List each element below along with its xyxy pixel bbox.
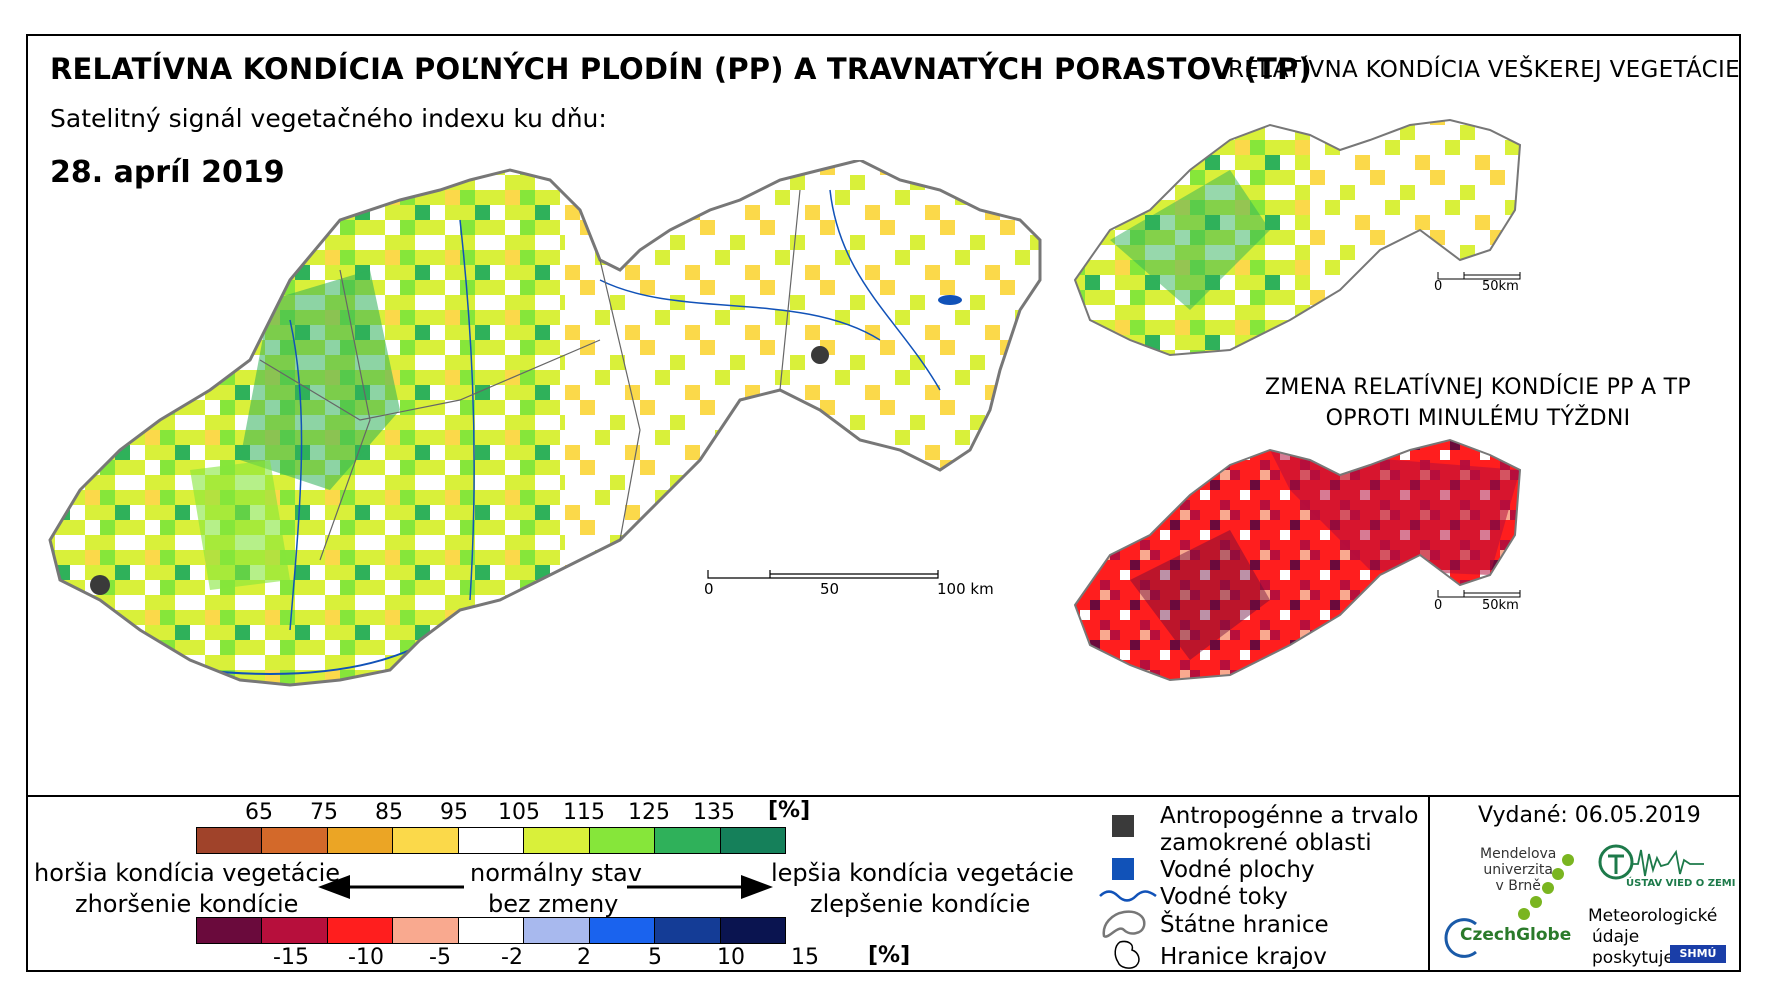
change-title-line2: OPROTI MINULÉMU TÝŽDNI xyxy=(1325,406,1631,431)
change-scale-start: 0 xyxy=(1434,598,1443,613)
caption-worse-condition: horšia kondícia vegetácie xyxy=(34,859,341,887)
condition-tick: 65 xyxy=(245,800,273,825)
legend-state-borders: Štátne hranice xyxy=(1160,912,1329,938)
vegetation-scale-bar xyxy=(1437,272,1521,280)
condition-tick: 95 xyxy=(440,800,468,825)
condition-tick: 85 xyxy=(375,800,403,825)
map-subtitle: Satelitný signál vegetačného indexu ku d… xyxy=(50,104,607,133)
condition-color-swatch xyxy=(393,828,459,853)
left-arrow-icon xyxy=(318,875,464,899)
change-color-scale xyxy=(196,917,786,944)
map-title: RELATÍVNA KONDÍCIA POĽNÝCH PLODÍN (PP) A… xyxy=(50,52,1312,86)
condition-tick: 125 xyxy=(628,800,670,825)
mendel-line2: univerzita xyxy=(1483,862,1553,878)
change-tick: -10 xyxy=(348,945,384,970)
change-map-title: ZMENA RELATÍVNEJ KONDÍCIE PP A TP OPROTI… xyxy=(1228,372,1728,434)
condition-tick: 75 xyxy=(310,800,338,825)
condition-color-swatch xyxy=(655,828,721,853)
region-border-icon xyxy=(1114,940,1140,969)
change-color-swatch xyxy=(458,918,525,943)
change-scale-bar xyxy=(1437,590,1521,598)
shmu-logo-text: SHMÚ xyxy=(1679,947,1717,960)
change-tick: 15 xyxy=(791,945,819,970)
change-tick: -15 xyxy=(273,945,309,970)
condition-color-swatch xyxy=(720,828,785,853)
mendel-logo-text: Mendelova univerzita v Brně xyxy=(1480,846,1556,894)
legend-rivers: Vodné toky xyxy=(1160,884,1288,910)
meteo-text: Meteorologické údaje poskytuje: xyxy=(1588,906,1717,969)
condition-color-swatch xyxy=(589,828,656,853)
map-date: 28. apríl 2019 xyxy=(50,155,285,190)
czechglobe-logo-text: CzechGlobe xyxy=(1460,925,1572,945)
change-color-swatch xyxy=(393,918,459,943)
caption-normal: normálny stav xyxy=(470,859,642,887)
condition-tick: 115 xyxy=(563,800,605,825)
change-unit: [%] xyxy=(868,943,911,968)
main-scale-start: 0 xyxy=(704,580,714,598)
uvoz-logo-icon xyxy=(1598,844,1704,880)
mendel-line1: Mendelova xyxy=(1480,846,1557,862)
change-tick: 10 xyxy=(717,945,745,970)
change-scale-end: 50km xyxy=(1482,598,1519,613)
condition-color-swatch xyxy=(458,828,525,853)
condition-color-swatch xyxy=(197,828,263,853)
change-color-swatch xyxy=(589,918,656,943)
condition-color-swatch xyxy=(524,828,590,853)
condition-unit: [%] xyxy=(768,798,811,823)
caption-better-condition: lepšia kondícia vegetácie xyxy=(771,859,1074,887)
mendel-dots-icon xyxy=(1518,854,1574,920)
change-color-swatch xyxy=(524,918,590,943)
meteo-line2: údaje xyxy=(1592,927,1640,947)
change-color-swatch xyxy=(197,918,263,943)
footer-divider xyxy=(1428,795,1430,972)
condition-color-swatch xyxy=(327,828,394,853)
legend-anthropogenic-line1: Antropogénne a trvalo xyxy=(1160,803,1419,829)
condition-color-scale xyxy=(196,827,786,854)
caption-improved: zlepšenie kondície xyxy=(810,890,1031,918)
change-color-swatch xyxy=(327,918,394,943)
caption-no-change: bez zmeny xyxy=(488,890,619,918)
change-tick: -2 xyxy=(501,945,523,970)
water-area-swatch xyxy=(1112,858,1134,880)
change-condition-map xyxy=(1073,438,1522,682)
uvoz-logo-text: ÚSTAV VIED O ZEMI xyxy=(1626,878,1736,889)
change-color-swatch xyxy=(720,918,785,943)
issued-date: Vydané: 06.05.2019 xyxy=(1478,803,1701,828)
legend-region-borders: Hranice krajov xyxy=(1160,944,1327,970)
meteo-line1: Meteorologické xyxy=(1588,906,1718,926)
main-condition-map xyxy=(48,160,1042,687)
main-scale-mid: 50 xyxy=(820,580,840,598)
change-tick: 5 xyxy=(648,945,662,970)
river-icon xyxy=(1099,890,1157,902)
czechglobe-logo-icon xyxy=(1444,918,1477,958)
meteo-line3: poskytuje: xyxy=(1592,948,1680,968)
caption-worsened: zhoršenie kondície xyxy=(75,890,299,918)
legend-water-areas: Vodné plochy xyxy=(1160,857,1315,883)
right-arrow-icon xyxy=(627,875,773,899)
anthropogenic-swatch xyxy=(1112,815,1134,837)
shmu-logo: SHMÚ xyxy=(1670,945,1726,963)
vegetation-scale-start: 0 xyxy=(1434,279,1443,294)
vegetation-scale-end: 50km xyxy=(1482,279,1519,294)
change-tick: 2 xyxy=(577,945,591,970)
change-title-line1: ZMENA RELATÍVNEJ KONDÍCIE PP A TP xyxy=(1265,375,1691,400)
condition-tick: 105 xyxy=(498,800,540,825)
condition-color-swatch xyxy=(262,828,328,853)
legend-anthropogenic-line2: zamokrené oblasti xyxy=(1160,830,1372,856)
change-tick: -5 xyxy=(429,945,451,970)
vegetation-condition-map xyxy=(1073,118,1522,357)
change-color-swatch xyxy=(262,918,328,943)
mendel-line3: v Brně xyxy=(1495,878,1541,894)
vegetation-title: RELATÍVNA KONDÍCIA VEŠKEREJ VEGETÁCIE xyxy=(1228,57,1740,83)
legend-divider xyxy=(26,795,1741,797)
change-color-swatch xyxy=(655,918,721,943)
state-border-icon xyxy=(1102,910,1146,938)
main-scale-bar xyxy=(707,570,939,579)
condition-tick: 135 xyxy=(693,800,735,825)
map-frame xyxy=(26,34,1741,972)
main-scale-end: 100 km xyxy=(937,580,994,598)
